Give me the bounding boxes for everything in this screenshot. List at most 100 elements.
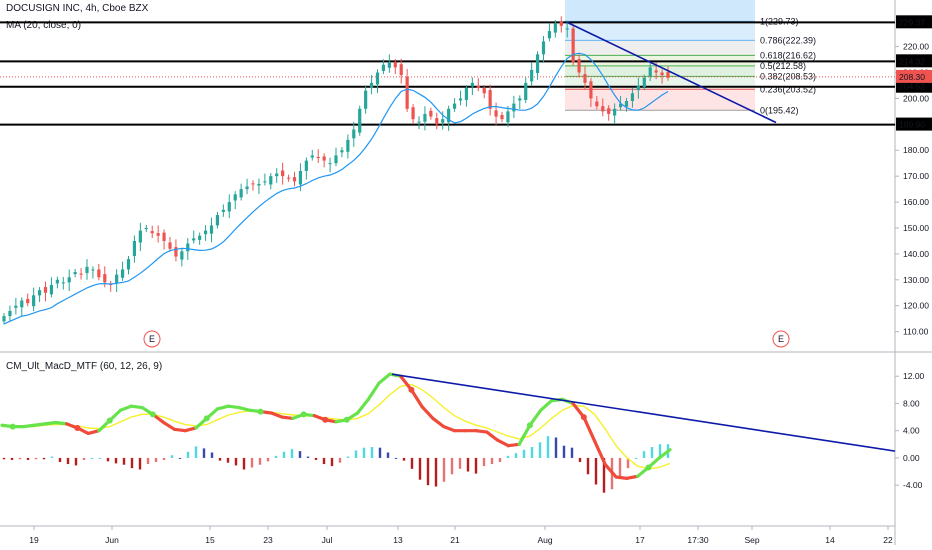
- candle-body: [221, 209, 225, 212]
- price-trendline: [566, 21, 777, 124]
- level-tag-label: 229.37: [899, 17, 925, 27]
- histogram-bar: [226, 457, 230, 463]
- candle-body: [375, 72, 380, 85]
- price-tick-label: 160.00: [903, 197, 929, 207]
- time-tick-label: 17: [635, 535, 645, 545]
- histogram-bar: [218, 457, 222, 461]
- histogram-bar: [50, 456, 54, 458]
- histogram-bar: [482, 457, 486, 467]
- candle-body: [198, 235, 202, 240]
- macd-segment: [269, 411, 284, 419]
- histogram-bar: [618, 457, 622, 480]
- candle-body: [423, 113, 427, 122]
- indicator-tick-label: 12.00: [903, 371, 925, 381]
- histogram-bar: [362, 447, 366, 458]
- candle-body: [512, 103, 516, 112]
- candle-body: [624, 101, 629, 107]
- candle-body: [553, 23, 557, 33]
- macd-cross-dot: [408, 386, 415, 393]
- macd-segment: [431, 416, 446, 429]
- candle-body: [541, 41, 546, 55]
- candle-body: [32, 295, 36, 307]
- histogram-bar: [90, 457, 94, 459]
- histogram-bar: [186, 451, 190, 458]
- candle-body: [97, 269, 101, 278]
- macd-segment: [215, 404, 230, 411]
- indicator-tick-label: 4.00: [903, 426, 920, 436]
- macd-segment: [183, 426, 198, 433]
- candle-body: [269, 176, 273, 185]
- histogram-bar: [634, 457, 638, 459]
- candle-body: [411, 107, 415, 120]
- candle-body: [215, 215, 220, 226]
- candle-body: [618, 103, 623, 108]
- histogram-bar: [98, 457, 102, 459]
- histogram-bar: [410, 457, 414, 469]
- price-tick-label: 130.00: [903, 275, 929, 285]
- candle-body: [322, 156, 326, 161]
- candle-body: [26, 298, 30, 304]
- time-tick-label: 13: [393, 535, 403, 545]
- price-tick-label: 120.00: [903, 301, 929, 311]
- histogram-bar: [658, 444, 662, 458]
- candle-body: [2, 316, 6, 322]
- histogram-bar: [74, 457, 78, 466]
- histogram-bar: [338, 457, 342, 463]
- level-tag: [896, 54, 932, 68]
- time-tick-label: 15: [205, 535, 215, 545]
- indicator-tick-label: -4.00: [903, 480, 923, 490]
- candle-body: [186, 243, 190, 252]
- candle-body: [660, 72, 664, 76]
- histogram-bar: [42, 457, 46, 460]
- candle-body: [257, 183, 261, 186]
- histogram-bar: [354, 450, 358, 458]
- candle-body: [458, 98, 463, 101]
- candle-body: [209, 225, 214, 234]
- histogram-bar: [570, 447, 574, 458]
- last-price-label: 208.30: [899, 72, 925, 82]
- histogram-bar: [466, 457, 470, 472]
- fib-level-label: 0.5(212.58): [760, 61, 806, 71]
- histogram-bar: [506, 455, 510, 458]
- histogram-bar: [450, 457, 454, 475]
- macd-segment: [528, 408, 543, 427]
- candle-body: [571, 28, 575, 63]
- candle-body: [583, 74, 587, 83]
- macd-segment: [420, 405, 435, 421]
- histogram-bar: [138, 457, 142, 470]
- macd-cross-dot: [580, 414, 587, 421]
- macd-segment: [539, 399, 554, 412]
- histogram-bar: [514, 453, 518, 458]
- candle-body: [239, 189, 243, 198]
- price-tick-label: 220.00: [903, 42, 929, 52]
- chart-title: DOCUSIGN INC, 4h, Cboe BZX: [6, 3, 149, 14]
- histogram-bar: [626, 457, 630, 469]
- histogram-bar: [162, 457, 166, 460]
- candle-body: [613, 108, 617, 116]
- candle-body: [138, 230, 142, 243]
- candle-body: [399, 64, 403, 76]
- histogram-bar: [194, 446, 198, 458]
- macd-segment: [355, 397, 370, 415]
- histogram-bar: [306, 456, 310, 458]
- candle-body: [174, 247, 178, 257]
- candle-body: [275, 173, 279, 177]
- macd-segment: [603, 463, 618, 479]
- macd-cross-dot: [9, 423, 16, 430]
- histogram-bar: [602, 457, 606, 493]
- fib-zone: [565, 40, 755, 56]
- histogram-bar: [562, 445, 566, 458]
- histogram-bar: [178, 457, 182, 459]
- candle-body: [203, 230, 208, 235]
- histogram-bar: [586, 457, 590, 475]
- macd-cross-dot: [149, 411, 156, 418]
- candle-body: [441, 119, 445, 123]
- candle-body: [535, 54, 540, 74]
- candle-body: [192, 238, 196, 241]
- candle-body: [67, 277, 71, 283]
- candle-body: [91, 269, 95, 271]
- histogram-bar: [250, 457, 254, 468]
- macd-cross-dot: [645, 464, 652, 471]
- candle-body: [524, 82, 528, 100]
- histogram-bar: [242, 457, 246, 470]
